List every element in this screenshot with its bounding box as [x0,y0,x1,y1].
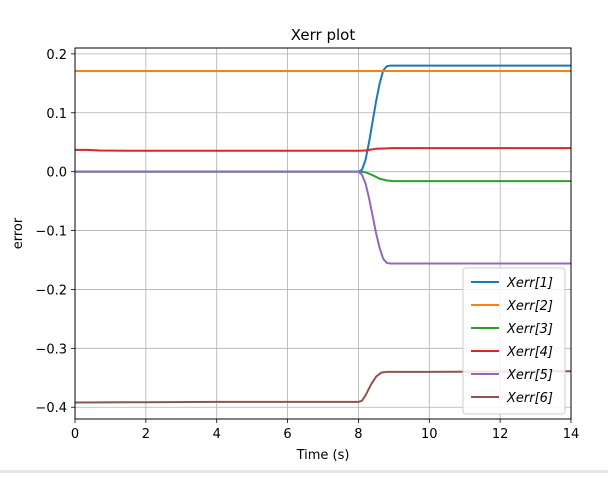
series-line-4 [75,147,571,152]
window-bottom-edge [0,470,608,473]
legend-label: Xerr[1] [506,276,553,291]
x-tick-label: 6 [283,427,291,442]
legend-label: Xerr[5] [506,368,553,383]
series-line-3 [75,170,571,183]
legend-label: Xerr[6] [506,391,553,406]
x-tick-label: 14 [563,427,580,442]
x-tick-label: 2 [142,427,150,442]
legend-label: Xerr[3] [506,322,553,337]
legend: Xerr[1] Xerr[2] Xerr[3] Xerr[4] Xerr[5] Xerr[… [462,267,566,415]
y-tick-label: −0.1 [35,225,67,240]
series-line-6 [74,370,572,404]
series-layer [74,64,572,404]
series-line-5 [75,170,571,265]
y-tick-label: 0.2 [46,48,67,63]
legend-label: Xerr[2] [506,299,553,314]
series-line-1 [75,64,571,173]
x-tick-label: 0 [71,427,79,442]
chart-title: Xerr plot [291,26,356,44]
tick-layer: 0 2 4 6 8 10 12 14 0.2 0.1 0.0 −0.1 −0.2 −0.3 −0.4 [35,48,579,442]
x-tick-label: 4 [213,427,221,442]
y-tick-label: −0.4 [35,401,67,416]
x-tick-label: 12 [492,427,509,442]
y-tick-label: −0.2 [35,283,67,298]
plot-frame [74,47,572,420]
y-tick-label: −0.3 [35,342,67,357]
y-tick-label: 0.0 [46,166,67,181]
x-tick-label: 8 [354,427,362,442]
y-tick-label: 0.1 [46,107,67,122]
legend-label: Xerr[4] [506,345,553,360]
x-tick-label: 10 [421,427,438,442]
y-axis-title: error [11,217,26,249]
x-axis-title: Time (s) [296,448,350,463]
